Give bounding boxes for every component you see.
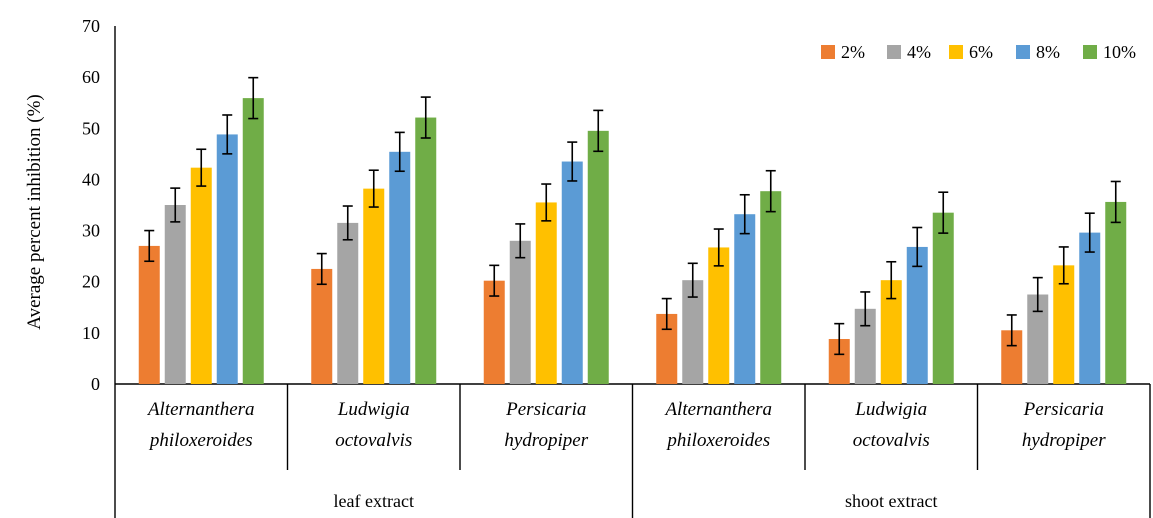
bar [389,151,411,384]
legend-swatch [949,45,963,59]
bar [760,191,782,384]
bar [138,245,160,384]
bar [415,117,437,384]
x-group-label: leaf extract [334,491,414,511]
bar [1105,201,1127,384]
legend-label: 6% [969,42,993,62]
bar [708,247,730,384]
bar [164,205,186,384]
bar [932,212,954,384]
bar [1079,232,1101,384]
x-category-label: Persicaria [1023,399,1104,420]
bar [311,268,333,384]
bar [1027,294,1049,384]
legend-label: 10% [1103,42,1136,62]
bar [1053,265,1075,384]
bar [1001,330,1023,384]
x-category-label: octovalvis [335,430,412,451]
bar [906,246,928,384]
legend-label: 8% [1036,42,1060,62]
legend-swatch [887,45,901,59]
bar [509,240,531,384]
y-tick-label: 60 [82,67,100,87]
x-category-label: Ludwigia [854,399,927,420]
x-category-label: Alternanthera [663,399,772,420]
bar [828,338,850,384]
x-category-label: Persicaria [505,399,586,420]
legend-label: 2% [841,42,865,62]
x-category-label: philoxeroides [148,430,253,451]
bar [854,308,876,384]
x-category-label: hydropiper [1022,430,1106,451]
bar [190,167,212,384]
bar [561,161,583,384]
bar [242,98,264,385]
y-tick-label: 30 [82,221,100,241]
bar [734,214,756,384]
x-category-label: Alternanthera [146,399,255,420]
x-category-label: hydropiper [504,430,588,451]
y-tick-label: 70 [82,16,100,36]
y-tick-label: 10 [82,323,100,343]
x-category-label: Ludwigia [337,399,410,420]
y-tick-label: 20 [82,272,100,292]
bar [880,280,902,384]
bar [483,280,505,384]
bar [587,130,609,384]
y-tick-label: 40 [82,169,100,189]
bar [216,134,238,384]
x-category-label: octovalvis [853,430,930,451]
x-group-label: shoot extract [845,491,937,511]
bar [337,222,359,384]
legend-swatch [1083,45,1097,59]
x-category-label: philoxeroides [665,430,770,451]
legend-label: 4% [907,42,931,62]
bar [363,188,385,384]
legend-swatch [1016,45,1030,59]
legend-swatch [821,45,835,59]
bar [535,202,557,384]
bar [682,280,704,384]
bar [656,313,678,384]
y-tick-label: 50 [82,118,100,138]
y-axis-title: Average percent inhibition (%) [24,94,45,329]
y-tick-label: 0 [91,374,100,394]
